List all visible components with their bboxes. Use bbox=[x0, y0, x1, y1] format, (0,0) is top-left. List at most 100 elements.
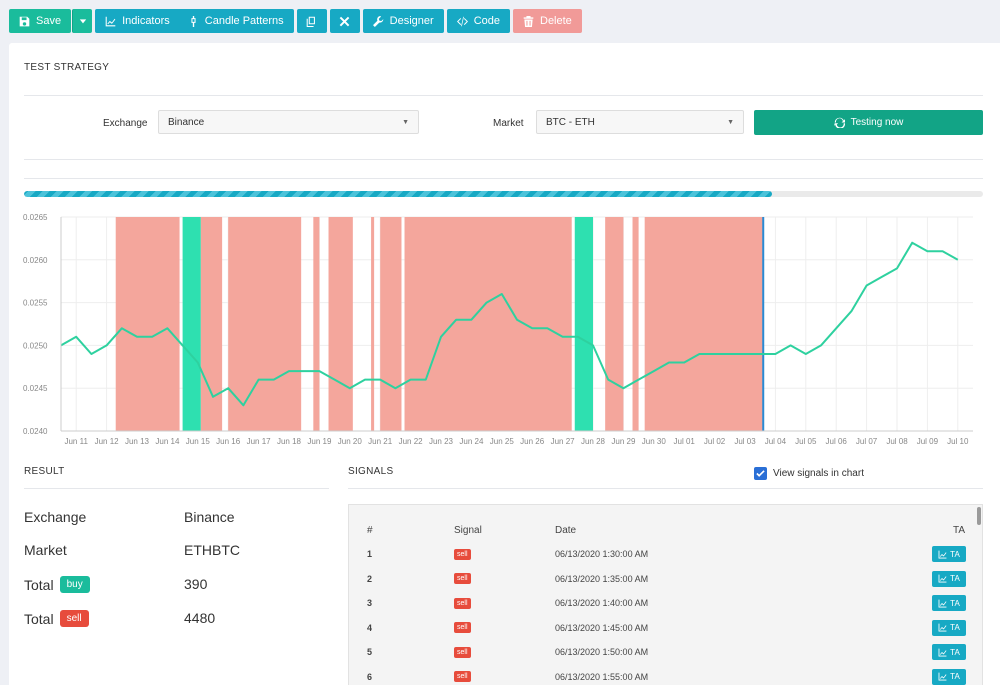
signal-date: 06/13/2020 1:30:00 AM bbox=[555, 549, 649, 559]
y-tick-label: 0.0265 bbox=[23, 213, 48, 222]
ta-button[interactable]: TA bbox=[932, 619, 966, 636]
code-button[interactable]: Code bbox=[446, 9, 510, 33]
divider bbox=[24, 159, 983, 160]
ta-label: TA bbox=[950, 598, 960, 608]
ta-button[interactable]: TA bbox=[932, 595, 966, 611]
exchange-select-value: Binance bbox=[168, 116, 205, 128]
x-tick-label: Jun 16 bbox=[216, 437, 241, 446]
x-tick-label: Jun 14 bbox=[155, 437, 180, 446]
result-exchange-label: Exchange bbox=[24, 509, 87, 525]
x-tick-label: Jun 23 bbox=[429, 437, 454, 446]
refresh-icon bbox=[833, 117, 845, 128]
exchange-select[interactable]: Binance ▼ bbox=[158, 110, 419, 134]
price-chart[interactable]: 0.0240 0.0245 0.0250 0.0255 0.0260 0.0265 Jun … bbox=[23, 211, 983, 451]
ta-label: TA bbox=[950, 549, 960, 559]
check-icon bbox=[756, 470, 765, 477]
scrollbar[interactable] bbox=[977, 507, 981, 525]
sell-signal-zone bbox=[644, 217, 764, 431]
ta-button[interactable]: TA bbox=[932, 546, 966, 562]
signals-table: # Signal Date TA 1 sell 06/13/2020 1:30:00… bbox=[348, 504, 983, 685]
copy-button[interactable] bbox=[296, 9, 327, 33]
signal-cell: sell bbox=[454, 665, 471, 685]
sell-signal-zone bbox=[632, 217, 639, 431]
x-tick-label: Jun 29 bbox=[611, 437, 636, 446]
progress-fill bbox=[24, 191, 773, 197]
view-signals-toggle[interactable]: View signals in chart bbox=[754, 467, 864, 480]
x-tick-label: Jun 17 bbox=[247, 437, 272, 446]
indicators-button[interactable]: Indicators bbox=[105, 15, 170, 27]
indicators-candle-button-group: Indicators Candle Patterns bbox=[95, 9, 294, 33]
x-tick-label: Jun 12 bbox=[95, 437, 120, 446]
x-tick-label: Jul 03 bbox=[734, 437, 756, 446]
signal-number: 3 bbox=[367, 598, 373, 608]
strategy-panel: TEST STRATEGY Exchange Binance ▼ Market … bbox=[9, 43, 1000, 685]
result-market-label: Market bbox=[24, 542, 67, 558]
save-icon bbox=[19, 16, 30, 26]
total-sell-label: Total bbox=[24, 610, 54, 627]
candle-icon bbox=[191, 15, 196, 27]
designer-button[interactable]: Designer bbox=[362, 9, 444, 33]
chart-line-icon bbox=[938, 574, 947, 583]
sell-badge: sell bbox=[59, 610, 89, 627]
divider bbox=[24, 178, 983, 179]
testing-now-label: Testing now bbox=[850, 117, 904, 128]
y-tick-label: 0.0250 bbox=[23, 341, 48, 350]
divider bbox=[24, 488, 329, 489]
x-tick-label: Jul 09 bbox=[917, 437, 939, 446]
x-tick-label: Jul 06 bbox=[826, 437, 848, 446]
sell-signal-zone bbox=[371, 217, 375, 431]
signal-date: 06/13/2020 1:40:00 AM bbox=[555, 598, 649, 608]
exchange-label: Exchange bbox=[103, 118, 148, 129]
caret-down-icon bbox=[79, 19, 86, 24]
market-select[interactable]: BTC - ETH ▼ bbox=[536, 110, 744, 134]
save-button[interactable]: Save bbox=[9, 9, 72, 33]
signal-date: 06/13/2020 1:50:00 AM bbox=[555, 647, 649, 657]
ta-label: TA bbox=[950, 672, 960, 681]
signal-cell: sell bbox=[454, 542, 471, 566]
chart-line-icon bbox=[105, 16, 116, 26]
signal-cell: sell bbox=[454, 616, 471, 640]
x-tick-label: Jun 24 bbox=[459, 437, 484, 446]
close-icon bbox=[339, 16, 350, 26]
sell-signal-zone bbox=[228, 217, 302, 431]
signal-cell: sell bbox=[454, 567, 471, 591]
save-dropdown-button[interactable] bbox=[72, 9, 93, 33]
price-line bbox=[60, 241, 959, 407]
close-button[interactable] bbox=[329, 9, 360, 33]
x-tick-label: Jun 22 bbox=[399, 437, 424, 446]
ta-button[interactable]: TA bbox=[932, 644, 966, 660]
delete-label: Delete bbox=[540, 15, 572, 27]
x-tick-label: Jun 20 bbox=[338, 437, 363, 446]
x-tick-label: Jun 18 bbox=[277, 437, 302, 446]
ta-button[interactable]: TA bbox=[932, 570, 966, 587]
candle-patterns-button[interactable]: Candle Patterns bbox=[188, 15, 284, 27]
code-icon bbox=[456, 16, 468, 26]
x-tick-label: Jun 25 bbox=[490, 437, 515, 446]
x-tick-label: Jul 05 bbox=[795, 437, 817, 446]
column-header-date: Date bbox=[555, 525, 577, 536]
trash-icon bbox=[523, 15, 534, 27]
signal-number: 2 bbox=[367, 573, 373, 584]
signal-date: 06/13/2020 1:55:00 AM bbox=[555, 671, 649, 682]
divider bbox=[24, 95, 983, 96]
x-tick-label: Jun 21 bbox=[368, 437, 393, 446]
x-tick-label: Jul 07 bbox=[856, 437, 878, 446]
sell-tag: sell bbox=[454, 646, 471, 658]
y-tick-label: 0.0255 bbox=[23, 299, 48, 308]
view-signals-label: View signals in chart bbox=[773, 468, 864, 479]
buy-signal-zone bbox=[182, 217, 201, 431]
chart-line-icon bbox=[938, 623, 947, 632]
ta-button[interactable]: TA bbox=[932, 668, 966, 685]
view-signals-checkbox[interactable] bbox=[754, 467, 767, 480]
sell-signal-zone bbox=[328, 217, 353, 431]
table-row: 2 sell 06/13/2020 1:35:00 AM TA bbox=[349, 567, 969, 591]
x-tick-label: Jun 30 bbox=[642, 437, 667, 446]
sell-signal-zone bbox=[115, 217, 180, 431]
x-tick-label: Jul 10 bbox=[947, 437, 969, 446]
chart-line-icon bbox=[938, 672, 947, 681]
signals-title: SIGNALS bbox=[348, 466, 394, 477]
testing-now-button[interactable]: Testing now bbox=[754, 110, 983, 135]
chart-line-icon bbox=[938, 550, 947, 558]
x-tick-label: Jun 13 bbox=[125, 437, 150, 446]
delete-button[interactable]: Delete bbox=[513, 9, 582, 33]
